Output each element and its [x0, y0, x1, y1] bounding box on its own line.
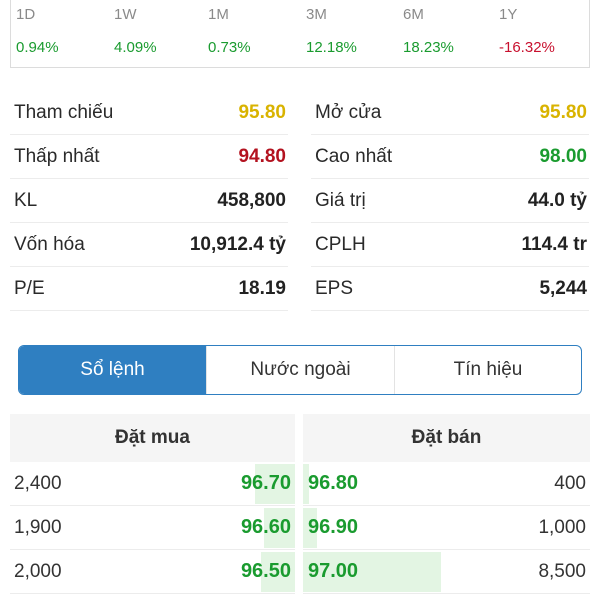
- stat-reference-price: Tham chiếu 95.80: [10, 91, 288, 135]
- stats-row: Vốn hóa 10,912.4 tỷ CPLH 114.4 tr: [0, 223, 600, 267]
- stat-label: Tham chiếu: [14, 102, 114, 123]
- perf-label: 1D: [16, 6, 36, 23]
- stat-low-price: Thấp nhất 94.80: [10, 135, 288, 179]
- tab-foreign[interactable]: Nước ngoài: [207, 346, 395, 394]
- perf-label: 1M: [208, 6, 229, 23]
- bid-depth-bar: [264, 508, 295, 548]
- stat-value: 44.0 tỷ: [527, 190, 587, 211]
- stat-pe: P/E 18.19: [10, 267, 288, 311]
- tab-signals[interactable]: Tín hiệu: [453, 359, 523, 380]
- stat-label: EPS: [315, 278, 354, 299]
- stats-row: Tham chiếu 95.80 Mở cửa 95.80: [0, 91, 600, 135]
- perf-value: 0.94%: [16, 39, 59, 56]
- stats-row: KL 458,800 Giá trị 44.0 tỷ: [0, 179, 600, 223]
- ask-volume: 1,000: [538, 517, 586, 538]
- bid-volume: 2,000: [14, 561, 62, 582]
- perf-value: -16.32%: [499, 39, 555, 56]
- stat-value: 18.19: [238, 278, 286, 299]
- bid-cell[interactable]: 2,400 96.70: [10, 462, 295, 506]
- stat-label: Mở cửa: [315, 102, 382, 123]
- bid-depth-bar: [255, 464, 295, 504]
- perf-label: 3M: [306, 6, 327, 23]
- stat-value: 95.80: [238, 102, 286, 123]
- ask-cell[interactable]: 96.90 1,000: [303, 506, 590, 550]
- stat-value: 10,912.4 tỷ: [189, 234, 286, 255]
- stats-row: P/E 18.19 EPS 5,244: [0, 267, 600, 311]
- stat-label: P/E: [14, 278, 45, 299]
- bid-depth-bar: [261, 552, 295, 592]
- stat-value: 114.4 tr: [521, 234, 588, 255]
- ask-price: 96.80: [308, 472, 359, 494]
- ask-price: 96.90: [308, 516, 359, 538]
- bid-price: 96.70: [240, 472, 291, 494]
- order-book-row: 2,400 96.70 96.80 400: [0, 462, 600, 507]
- perf-label: 1W: [114, 6, 137, 23]
- ask-depth-bar: [303, 552, 441, 592]
- stat-label: CPLH: [315, 234, 366, 255]
- stat-label: KL: [14, 190, 38, 211]
- perf-label: 1Y: [499, 6, 518, 23]
- perf-label: 6M: [403, 6, 424, 23]
- ask-volume: 400: [554, 473, 586, 494]
- stat-market-cap: Vốn hóa 10,912.4 tỷ: [10, 223, 288, 267]
- order-book-row: 1,900 96.60 96.90 1,000: [0, 506, 600, 551]
- bid-cell[interactable]: 1,900 96.60: [10, 506, 295, 550]
- stat-label: Giá trị: [315, 190, 366, 211]
- stat-value: 95.80: [539, 102, 587, 123]
- bid-volume: 2,400: [14, 473, 62, 494]
- stat-label: Cao nhất: [315, 146, 393, 167]
- stat-eps: EPS 5,244: [311, 267, 589, 311]
- stat-label: Thấp nhất: [14, 146, 100, 167]
- perf-value: 4.09%: [114, 39, 157, 56]
- stat-value: 94.80: [238, 146, 286, 167]
- stat-value: 5,244: [539, 278, 587, 299]
- bid-price: 96.60: [240, 516, 291, 538]
- order-book-row: 2,000 96.50 97.00 8,500: [0, 550, 600, 595]
- stat-value: 458,800: [217, 190, 286, 211]
- stat-open-price: Mở cửa 95.80: [311, 91, 589, 135]
- perf-value: 12.18%: [306, 39, 357, 56]
- bid-cell[interactable]: 2,000 96.50: [10, 550, 295, 594]
- stat-high-price: Cao nhất 98.00: [311, 135, 589, 179]
- ask-depth-bar: [303, 464, 309, 504]
- ask-cell[interactable]: 97.00 8,500: [303, 550, 590, 594]
- tab-bar: Sổ lệnh Nước ngoài Tín hiệu: [18, 345, 582, 395]
- ask-cell[interactable]: 96.80 400: [303, 462, 590, 506]
- stat-volume: KL 458,800: [10, 179, 288, 223]
- ask-header: Đặt bán: [303, 414, 590, 462]
- stat-value: 98.00: [539, 146, 587, 167]
- tab-order-book[interactable]: Sổ lệnh: [19, 346, 207, 394]
- stat-label: Vốn hóa: [14, 234, 85, 255]
- ask-depth-bar: [303, 508, 317, 548]
- stats-row: Thấp nhất 94.80 Cao nhất 98.00: [0, 135, 600, 179]
- ask-volume: 8,500: [538, 561, 586, 582]
- bid-header: Đặt mua: [10, 414, 295, 462]
- bid-volume: 1,900: [14, 517, 62, 538]
- bid-price: 96.50: [240, 560, 291, 582]
- perf-value: 0.73%: [208, 39, 251, 56]
- ask-price: 97.00: [308, 560, 359, 582]
- stat-shares-outstanding: CPLH 114.4 tr: [311, 223, 589, 267]
- perf-value: 18.23%: [403, 39, 454, 56]
- performance-strip: 1D 0.94% 1W 4.09% 1M 0.73% 3M 12.18% 6M …: [10, 0, 590, 68]
- stat-value-traded: Giá trị 44.0 tỷ: [311, 179, 589, 223]
